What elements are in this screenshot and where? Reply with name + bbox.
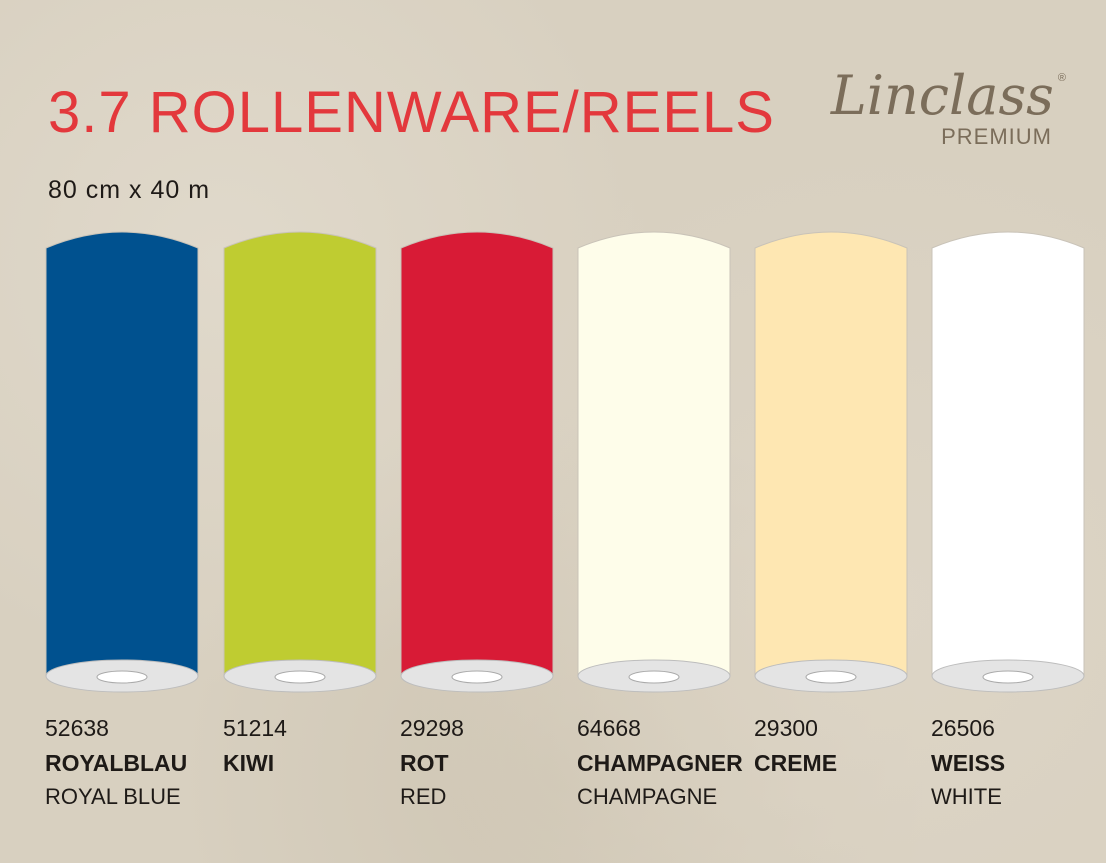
paper-roll bbox=[577, 226, 731, 694]
color-name-de: CREME bbox=[754, 750, 838, 776]
product-info: 26506 WEISS WHITE bbox=[931, 715, 1106, 810]
product-info: 29298 ROT RED bbox=[400, 715, 575, 810]
roll-body bbox=[45, 231, 199, 677]
product-number: 29300 bbox=[754, 715, 818, 741]
paper-roll bbox=[754, 226, 908, 694]
roll-core bbox=[805, 670, 857, 684]
registered-mark: ® bbox=[1057, 72, 1066, 84]
roll-core bbox=[628, 670, 680, 684]
color-name-de: KIWI bbox=[223, 750, 275, 776]
roll-body bbox=[223, 231, 377, 677]
product-number: 29298 bbox=[400, 715, 464, 741]
product-number: 26506 bbox=[931, 715, 995, 741]
color-name-de: CHAMPAGNER bbox=[577, 750, 743, 776]
color-name-en: ROYAL BLUE bbox=[45, 784, 181, 809]
logo-row: Linclass ® bbox=[830, 64, 1066, 127]
color-name-en: WHITE bbox=[931, 784, 1002, 809]
roll-body bbox=[400, 231, 554, 677]
product-number: 52638 bbox=[45, 715, 109, 741]
brand-logo: Linclass ® PREMIUM bbox=[831, 66, 1066, 150]
product-number: 64668 bbox=[577, 715, 641, 741]
roll-core bbox=[96, 670, 148, 684]
roll-core bbox=[274, 670, 326, 684]
paper-roll bbox=[45, 226, 199, 694]
color-name-en: RED bbox=[400, 784, 447, 809]
logo-premium: PREMIUM bbox=[941, 124, 1052, 150]
roll-core bbox=[451, 670, 503, 684]
roll-body bbox=[931, 231, 1085, 677]
color-name-en: CHAMPAGNE bbox=[577, 784, 718, 809]
paper-roll bbox=[400, 226, 554, 694]
roll-body bbox=[577, 231, 731, 677]
roll-body bbox=[754, 231, 908, 677]
roll-core bbox=[982, 670, 1034, 684]
product-info: 52638 ROYALBLAU ROYAL BLUE bbox=[45, 715, 220, 810]
dimensions: 80 cm x 40 m bbox=[48, 176, 211, 204]
logo-script: Linclass bbox=[830, 64, 1054, 127]
product-info: 29300 CREME bbox=[754, 715, 929, 784]
paper-roll bbox=[931, 226, 1085, 694]
product-info: 64668 CHAMPAGNER CHAMPAGNE bbox=[577, 715, 752, 810]
color-name-de: ROYALBLAU bbox=[45, 750, 188, 776]
product-number: 51214 bbox=[223, 715, 287, 741]
color-name-de: ROT bbox=[400, 750, 449, 776]
paper-roll bbox=[223, 226, 377, 694]
color-name-de: WEISS bbox=[931, 750, 1006, 776]
product-info: 51214 KIWI bbox=[223, 715, 398, 784]
page-title: 3.7 ROLLENWARE/REELS bbox=[48, 80, 775, 145]
